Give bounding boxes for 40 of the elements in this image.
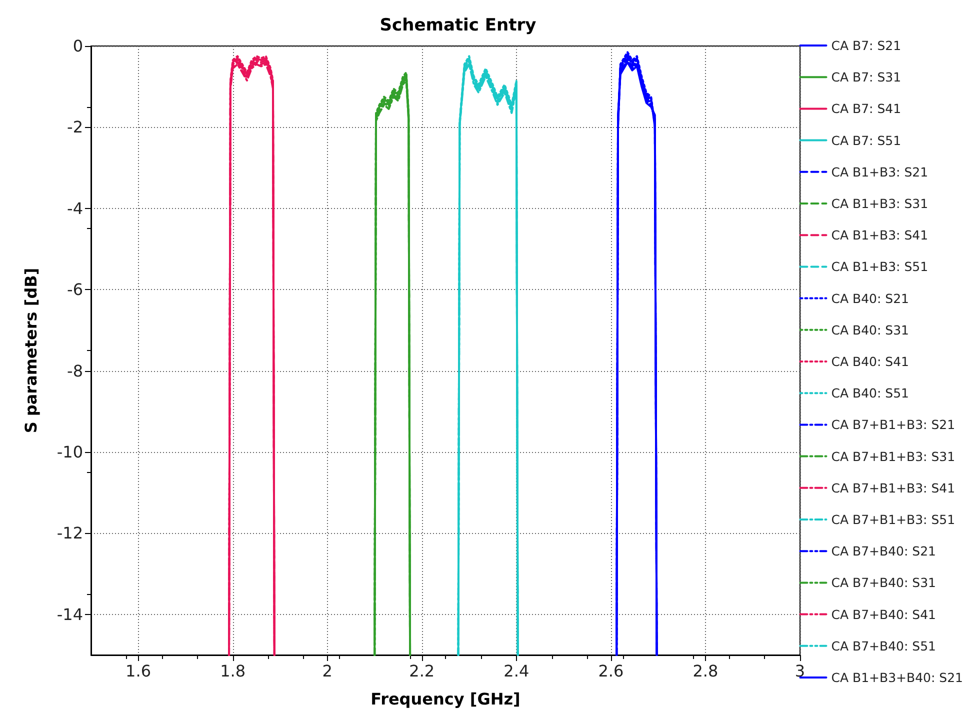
legend-label: CA B7+B1+B3: S41: [831, 480, 956, 496]
y-tick-label: -10: [56, 442, 83, 462]
legend-label: CA B7: S51: [831, 132, 902, 148]
legend-label: CA B7+B1+B3: S31: [831, 448, 956, 464]
y-tick-label: -4: [67, 198, 83, 218]
legend-label: CA B1+B3: S31: [831, 196, 928, 211]
legend-label: CA B1+B3: S41: [831, 228, 928, 243]
chart-title: Schematic Entry: [380, 16, 536, 36]
y-axis-title: S parameters [dB]: [22, 268, 40, 434]
y-tick-label: -12: [56, 524, 83, 543]
legend-label: CA B7+B1+B3: S21: [831, 417, 956, 432]
legend-label: CA B40: S41: [831, 354, 910, 369]
legend-label: CA B7+B40: S51: [831, 638, 936, 654]
y-tick-label: -2: [67, 118, 83, 137]
legend-label: CA B7+B40: S41: [831, 606, 936, 622]
legend-label: CA B1+B3+B40: S21: [831, 670, 964, 685]
x-tick-label: 1.6: [126, 662, 151, 680]
x-tick-label: 2: [322, 662, 332, 680]
y-tick-label: -8: [67, 361, 83, 380]
x-axis-title: Frequency [GHz]: [370, 690, 520, 708]
y-tick-label: -6: [67, 280, 83, 300]
legend-label: CA B40: S31: [831, 322, 910, 338]
x-tick-label: 2.8: [692, 662, 718, 680]
legend-label: CA B7+B40: S31: [831, 575, 936, 590]
x-tick-label: 2.6: [598, 662, 624, 680]
legend-label: CA B1+B3: S51: [831, 259, 928, 274]
legend-label: CA B40: S21: [831, 290, 910, 306]
y-tick-label: 0: [72, 36, 83, 56]
x-tick-label: 2.2: [409, 662, 435, 680]
legend-label: CA B7+B1+B3: S51: [831, 512, 956, 527]
legend-label: CA B7+B40: S21: [831, 544, 936, 559]
legend-label: CA B7: S41: [831, 101, 902, 116]
legend-label: CA B7: S21: [831, 38, 902, 53]
x-tick-label: 3: [794, 662, 806, 680]
legend-label: CA B1+B3: S21: [831, 164, 928, 180]
legend-label: CA B40: S51: [831, 386, 910, 401]
y-tick-label: -14: [56, 604, 83, 624]
x-tick-label: 2.4: [504, 662, 530, 680]
legend-label: CA B7: S31: [831, 70, 902, 85]
x-tick-label: 1.8: [220, 662, 246, 680]
